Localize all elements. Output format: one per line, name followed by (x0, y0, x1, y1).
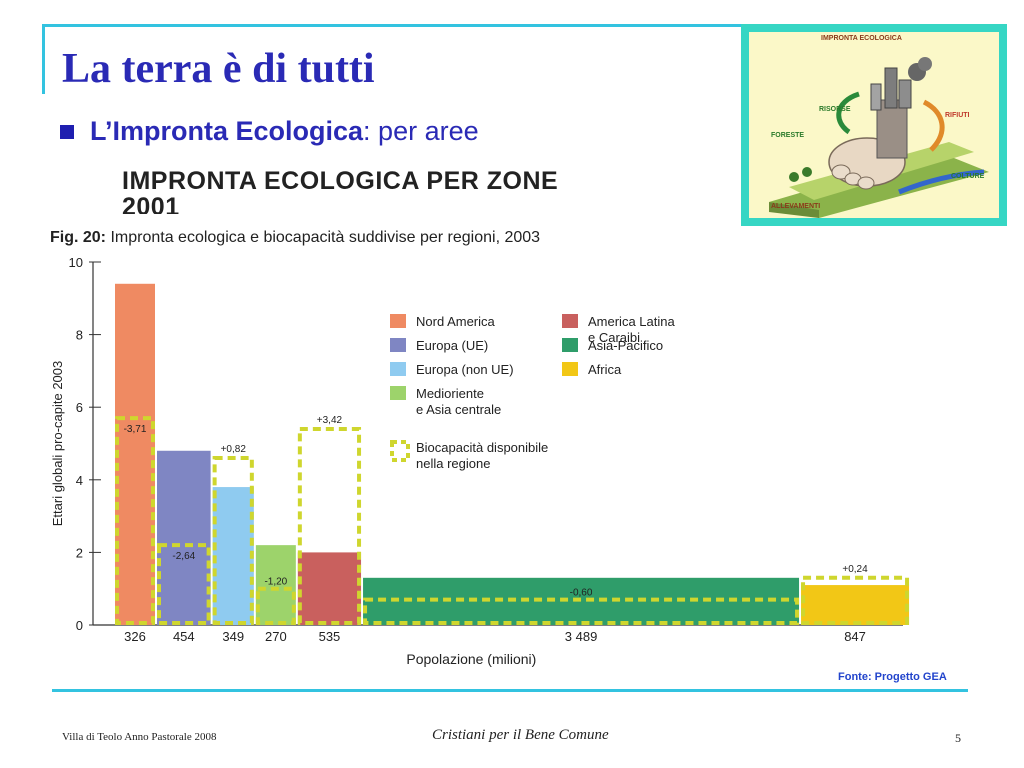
population-label: 349 (222, 629, 244, 644)
legend-label: e Caraibi (588, 330, 640, 345)
population-label: 3 489 (565, 629, 598, 644)
figure-caption-text: Impronta ecologica e biocapacità suddivi… (110, 229, 541, 246)
zone-title-line1: IMPRONTA ECOLOGICA PER ZONE (122, 168, 559, 195)
legend-swatch (562, 314, 578, 328)
legend-label: Europa (UE) (416, 338, 488, 353)
bar (801, 585, 910, 625)
title-accent-vertical (42, 24, 45, 94)
balance-label: -1,20 (264, 577, 287, 588)
y-tick-label: 6 (76, 400, 83, 415)
population-label: 847 (844, 629, 866, 644)
footer-center: Cristiani per il Bene Comune (432, 727, 609, 743)
legend-biocapacity-label: Biocapacità disponibile (416, 440, 548, 455)
bar (115, 283, 155, 625)
subtitle-rest: : per aree (363, 116, 479, 146)
legend-swatch (390, 314, 406, 328)
biocapacity-outline (297, 426, 362, 625)
y-tick-label: 0 (76, 618, 83, 633)
x-axis-label: Popolazione (milioni) (406, 651, 536, 667)
footprint-thumbnail: IMPRONTA ECOLOGICA RISORSE RIFIUTI FORES… (741, 24, 1007, 226)
legend-label: Africa (588, 362, 622, 377)
bar (212, 487, 254, 625)
y-tick-label: 4 (76, 473, 83, 488)
balance-label: +0,82 (221, 444, 247, 455)
population-label: 535 (319, 629, 341, 644)
slide-title: La terra è di tutti (62, 46, 375, 92)
subtitle-strong: L’Impronta Ecologica (90, 116, 364, 146)
biocapacity-outline (115, 416, 155, 625)
zone-title: IMPRONTA ECOLOGICA PER ZONE 2001 (122, 168, 622, 214)
page-number: 5 (955, 731, 961, 745)
subtitle-row: L’Impronta Ecologica : per aree (60, 116, 479, 147)
thumbnail-panel: IMPRONTA ECOLOGICA RISORSE RIFIUTI FORES… (749, 32, 999, 218)
legend-swatch (562, 362, 578, 376)
source-note: Fonte: Progetto GEA (838, 671, 947, 683)
population-label: 326 (124, 629, 146, 644)
biocapacity-outline (255, 586, 296, 626)
title-accent-horizontal (42, 24, 742, 27)
y-tick-label: 2 (76, 545, 83, 560)
biocapacity-outline (363, 597, 800, 625)
legend-label: e Asia centrale (416, 402, 501, 417)
footer-left: Villa di Teolo Anno Pastorale 2008 (62, 731, 217, 743)
legend-label: Asia-Pacifico (588, 338, 663, 353)
bar (255, 545, 296, 625)
legend-label: Medioriente (416, 386, 484, 401)
bullet-icon (60, 124, 74, 139)
y-axis-label: Ettari globali pro-capite 2003 (50, 361, 65, 527)
balance-label: +0,24 (842, 564, 868, 575)
balance-label: -3,71 (124, 424, 147, 435)
balance-label: -2,64 (172, 551, 195, 562)
legend-biocapacity-label: nella regione (416, 456, 490, 471)
bar (157, 450, 211, 625)
thumbnail-title: IMPRONTA ECOLOGICA (821, 35, 902, 42)
population-label: 270 (265, 629, 287, 644)
thumbnail-label-crops: COLTURE (951, 173, 985, 180)
bar (297, 552, 362, 625)
footprint-chart: 0 2 4 6 8 10 Ettari globali pro-capite 2003 Pop… (50, 255, 910, 667)
legend-label: Europa (non UE) (416, 362, 514, 377)
figure-caption: Fig. 20: Impronta ecologica e biocapacit… (50, 229, 540, 247)
legend-label: Nord America (416, 314, 496, 329)
footprint-illustration-icon (769, 57, 989, 218)
biocapacity-outline (801, 575, 910, 625)
thumbnail-label-forests: FORESTE (771, 132, 805, 139)
y-tick-label: 10 (69, 255, 83, 270)
population-label: 454 (173, 629, 195, 644)
figure-caption-label: Fig. 20: (50, 229, 107, 246)
legend-swatch (562, 338, 578, 352)
legend-swatch (390, 386, 406, 400)
y-tick-label: 8 (76, 328, 83, 343)
thumbnail-label-waste: RIFIUTI (945, 112, 970, 119)
zone-title-line2: 2001 (122, 193, 180, 214)
legend-swatch (390, 338, 406, 352)
balance-label: +3,42 (317, 415, 343, 426)
thumbnail-label-resources: RISORSE (819, 106, 851, 113)
thumbnail-label-livestock: ALLEVAMENTI (771, 203, 821, 210)
biocapacity-outline (212, 456, 254, 625)
bottom-divider (52, 689, 968, 692)
balance-label: -0,60 (570, 588, 593, 599)
legend-swatch (390, 362, 406, 376)
legend-label: America Latina (588, 314, 675, 329)
legend-biocapacity-swatch (390, 440, 410, 462)
